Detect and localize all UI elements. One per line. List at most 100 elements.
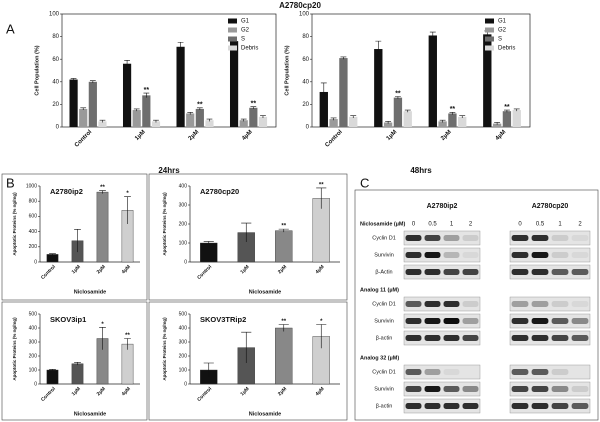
blot-band <box>551 252 569 258</box>
x-axis-label: Niclosamide <box>249 411 281 417</box>
error-bar <box>385 121 392 124</box>
blot-band <box>443 269 460 275</box>
blot-strip <box>403 330 481 346</box>
panel-label: B <box>6 175 15 190</box>
blot-band <box>443 369 460 375</box>
blot-band <box>462 269 479 275</box>
y-tick-label: 100 <box>29 367 38 373</box>
y-tick-label: 200 <box>29 244 38 250</box>
blot-band <box>443 386 460 392</box>
blot-strip <box>403 247 481 263</box>
error-bar <box>241 331 252 363</box>
legend-label: Debris <box>498 46 515 52</box>
y-tick-label: 200 <box>29 353 38 359</box>
error-bar <box>99 190 106 194</box>
bar <box>46 254 59 263</box>
error-bar <box>340 56 347 60</box>
bar <box>393 97 403 127</box>
y-axis-label: Apoptotic Proteins (% ng/mg) <box>162 192 167 256</box>
bar <box>319 91 328 127</box>
error-bar <box>99 327 106 350</box>
error-bar <box>89 80 96 83</box>
blot-row-label: β-actin <box>376 403 393 409</box>
legend-swatch <box>228 27 237 33</box>
y-tick-label: 60 <box>52 57 59 63</box>
blot-band <box>443 235 460 241</box>
blot-band <box>571 269 589 275</box>
legend-swatch <box>228 36 237 42</box>
blot-row-label: β-actin <box>376 335 393 341</box>
bar <box>79 108 88 127</box>
y-tick-label: 400 <box>179 183 188 189</box>
bar <box>438 121 447 127</box>
blot-band <box>405 301 422 307</box>
error-bar <box>124 196 131 224</box>
chart-frame <box>148 301 348 421</box>
blot-band <box>511 301 529 307</box>
y-tick-label: 40 <box>302 79 309 85</box>
blot-band <box>424 269 441 275</box>
error-bar <box>143 92 150 98</box>
blot-strip <box>509 264 591 280</box>
y-tick-label: 0 <box>34 381 37 387</box>
y-axis-label: Apoptotic Proteins (% ng/mg) <box>12 192 17 256</box>
blot-band <box>424 318 441 324</box>
blot-strip <box>403 296 481 312</box>
bar <box>374 49 383 127</box>
y-tick-label: 0 <box>34 259 37 265</box>
legend-swatch <box>228 18 237 24</box>
blot-row-label: Survivin <box>374 318 394 324</box>
error-bar <box>133 108 140 112</box>
blot-band <box>551 269 569 275</box>
bar <box>329 119 338 127</box>
bar <box>176 46 185 127</box>
bar <box>200 242 218 263</box>
significance-label: ** <box>100 185 105 191</box>
error-bar <box>449 112 456 115</box>
bar <box>69 79 78 127</box>
bar <box>88 81 97 127</box>
dose-label: 2 <box>469 222 473 228</box>
blot-column-header: A2780cp20 <box>532 203 569 210</box>
blot-frame <box>354 189 599 421</box>
error-bar <box>196 107 203 111</box>
y-tick-label: 400 <box>179 325 188 331</box>
legend-label: S <box>241 37 245 43</box>
dose-label: 0.5 <box>428 222 437 228</box>
blot-band <box>511 269 529 275</box>
x-tick-label: 1µM <box>239 386 250 397</box>
blot-band <box>511 252 529 258</box>
bar <box>458 116 467 127</box>
significance-label: ** <box>395 90 401 97</box>
error-bar <box>250 106 257 109</box>
y-tick-label: 20 <box>52 102 59 108</box>
blot-band <box>443 301 460 307</box>
bar <box>96 191 109 263</box>
significance-label: * <box>320 319 323 325</box>
blot-band <box>405 386 422 392</box>
bar <box>483 34 492 128</box>
blot-strip <box>509 364 591 380</box>
error-bar <box>316 187 327 209</box>
blot-band <box>511 318 529 324</box>
bar <box>229 41 239 128</box>
blot-band <box>424 301 441 307</box>
blot-band <box>531 301 549 307</box>
blot-strip <box>403 313 481 329</box>
error-bar <box>177 41 184 52</box>
blot-row-label: Cyclin D1 <box>372 301 396 307</box>
legend-swatch <box>228 45 237 51</box>
blot-row-label: β-Actin <box>375 269 392 275</box>
significance-label: * <box>126 191 129 197</box>
y-tick-label: 200 <box>179 353 188 359</box>
bar <box>46 369 59 385</box>
error-bar <box>278 228 289 233</box>
x-axis-label: 24hrs <box>158 166 180 175</box>
blot-band <box>571 318 589 324</box>
panel-label: A <box>6 21 15 36</box>
y-tick-label: 0 <box>184 381 187 387</box>
bar <box>275 230 293 263</box>
x-axis-label: Niclosamide <box>74 411 106 417</box>
blot-column-header: A2780ip2 <box>427 203 458 210</box>
significance-label: ** <box>197 102 203 109</box>
